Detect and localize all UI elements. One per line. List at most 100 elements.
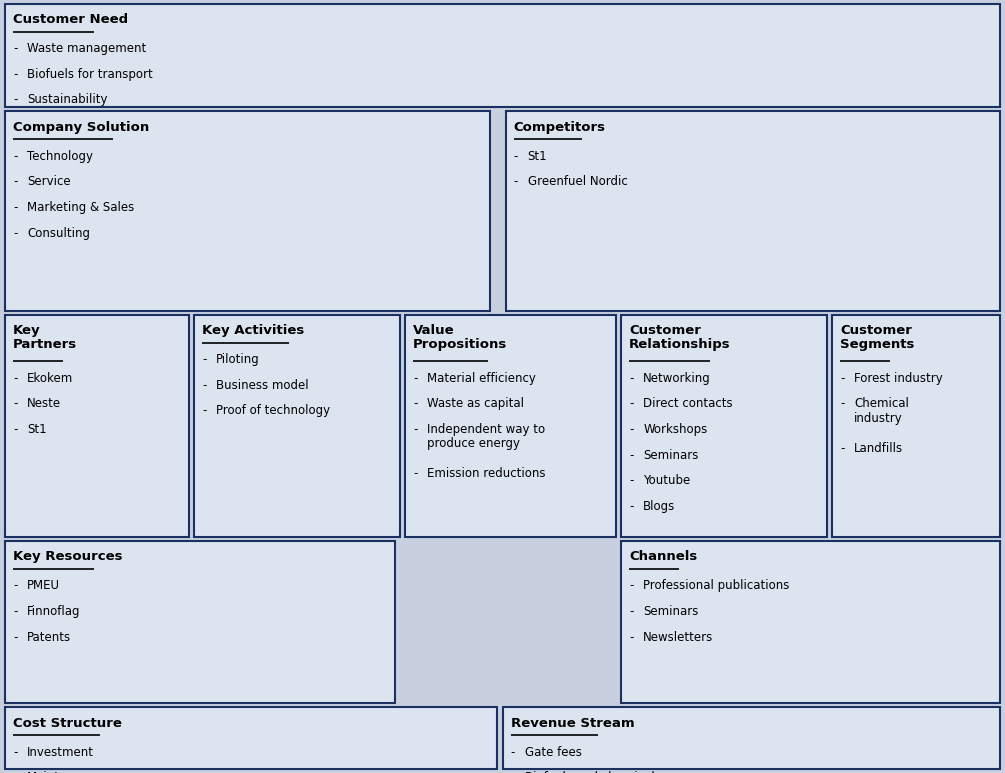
Text: -: - bbox=[13, 68, 17, 81]
Text: -: - bbox=[514, 149, 518, 162]
Text: Emission reductions: Emission reductions bbox=[427, 468, 546, 481]
Text: -: - bbox=[202, 404, 206, 417]
Text: -: - bbox=[511, 771, 515, 773]
Text: Forest industry: Forest industry bbox=[854, 372, 943, 384]
Text: Newsletters: Newsletters bbox=[643, 631, 714, 644]
Text: Waste management: Waste management bbox=[27, 42, 147, 55]
Text: -: - bbox=[629, 579, 633, 592]
FancyBboxPatch shape bbox=[5, 4, 1000, 107]
Text: -: - bbox=[13, 605, 17, 618]
Text: Value
Propositions: Value Propositions bbox=[413, 324, 508, 352]
Text: PMEU: PMEU bbox=[27, 579, 60, 592]
Text: -: - bbox=[13, 423, 17, 436]
FancyBboxPatch shape bbox=[405, 315, 616, 537]
Text: -: - bbox=[514, 175, 518, 189]
Text: Material efficiency: Material efficiency bbox=[427, 372, 536, 384]
Text: Independent way to
produce energy: Independent way to produce energy bbox=[427, 423, 546, 451]
Text: -: - bbox=[13, 94, 17, 107]
Text: Gate fees: Gate fees bbox=[525, 745, 582, 758]
Text: -: - bbox=[840, 372, 844, 384]
Text: -: - bbox=[629, 475, 633, 487]
Text: -: - bbox=[13, 149, 17, 162]
FancyBboxPatch shape bbox=[621, 541, 1000, 703]
Text: Key Resources: Key Resources bbox=[13, 550, 123, 564]
Text: Business model: Business model bbox=[216, 379, 309, 392]
Text: Customer
Relationships: Customer Relationships bbox=[629, 324, 731, 352]
Text: Company Solution: Company Solution bbox=[13, 121, 150, 134]
Text: Piloting: Piloting bbox=[216, 352, 260, 366]
Text: -: - bbox=[13, 397, 17, 410]
FancyBboxPatch shape bbox=[621, 315, 827, 537]
FancyBboxPatch shape bbox=[5, 111, 490, 311]
Text: -: - bbox=[413, 423, 417, 436]
FancyBboxPatch shape bbox=[194, 315, 400, 537]
Text: Direct contacts: Direct contacts bbox=[643, 397, 733, 410]
Text: -: - bbox=[13, 631, 17, 644]
Text: -: - bbox=[13, 226, 17, 240]
Text: -: - bbox=[413, 372, 417, 384]
FancyBboxPatch shape bbox=[5, 315, 189, 537]
Text: Customer Need: Customer Need bbox=[13, 13, 129, 26]
Text: Seminars: Seminars bbox=[643, 605, 698, 618]
Text: Waste as capital: Waste as capital bbox=[427, 397, 525, 410]
Text: -: - bbox=[629, 372, 633, 384]
Text: -: - bbox=[840, 441, 844, 455]
Text: St1: St1 bbox=[27, 423, 47, 436]
Text: Workshops: Workshops bbox=[643, 423, 708, 436]
Text: Networking: Networking bbox=[643, 372, 711, 384]
Text: -: - bbox=[13, 745, 17, 758]
Text: Customer
Segments: Customer Segments bbox=[840, 324, 915, 352]
Text: -: - bbox=[629, 500, 633, 513]
Text: Proof of technology: Proof of technology bbox=[216, 404, 331, 417]
Text: Key Activities: Key Activities bbox=[202, 324, 305, 337]
Text: Youtube: Youtube bbox=[643, 475, 690, 487]
Text: -: - bbox=[13, 175, 17, 189]
Text: -: - bbox=[511, 745, 515, 758]
Text: -: - bbox=[629, 423, 633, 436]
Text: Patents: Patents bbox=[27, 631, 71, 644]
Text: Seminars: Seminars bbox=[643, 448, 698, 461]
Text: Neste: Neste bbox=[27, 397, 61, 410]
Text: Professional publications: Professional publications bbox=[643, 579, 790, 592]
FancyBboxPatch shape bbox=[5, 541, 395, 703]
Text: Finnoflag: Finnoflag bbox=[27, 605, 80, 618]
Text: Blogs: Blogs bbox=[643, 500, 675, 513]
Text: Biofuels and chemicals: Biofuels and chemicals bbox=[525, 771, 660, 773]
Text: -: - bbox=[413, 397, 417, 410]
Text: Sustainability: Sustainability bbox=[27, 94, 108, 107]
Text: -: - bbox=[13, 579, 17, 592]
Text: Biofuels for transport: Biofuels for transport bbox=[27, 68, 153, 81]
Text: Competitors: Competitors bbox=[514, 121, 606, 134]
FancyBboxPatch shape bbox=[832, 315, 1000, 537]
Text: -: - bbox=[202, 379, 206, 392]
Text: Landfills: Landfills bbox=[854, 441, 903, 455]
Text: St1: St1 bbox=[528, 149, 548, 162]
Text: -: - bbox=[13, 42, 17, 55]
Text: -: - bbox=[13, 201, 17, 214]
Text: Consulting: Consulting bbox=[27, 226, 90, 240]
Text: Ekokem: Ekokem bbox=[27, 372, 73, 384]
Text: Revenue Stream: Revenue Stream bbox=[511, 717, 634, 730]
Text: Channels: Channels bbox=[629, 550, 697, 564]
Text: -: - bbox=[629, 397, 633, 410]
Text: -: - bbox=[413, 468, 417, 481]
Text: Chemical
industry: Chemical industry bbox=[854, 397, 910, 424]
FancyBboxPatch shape bbox=[502, 707, 1000, 769]
Text: Marketing & Sales: Marketing & Sales bbox=[27, 201, 135, 214]
FancyBboxPatch shape bbox=[5, 707, 497, 769]
Text: -: - bbox=[840, 397, 844, 410]
Text: Service: Service bbox=[27, 175, 70, 189]
Text: Key
Partners: Key Partners bbox=[13, 324, 77, 352]
Text: -: - bbox=[13, 771, 17, 773]
Text: Maintenance: Maintenance bbox=[27, 771, 104, 773]
Text: -: - bbox=[629, 448, 633, 461]
Text: -: - bbox=[629, 631, 633, 644]
Text: -: - bbox=[629, 605, 633, 618]
Text: -: - bbox=[13, 372, 17, 384]
Text: Technology: Technology bbox=[27, 149, 93, 162]
FancyBboxPatch shape bbox=[506, 111, 1000, 311]
Text: Investment: Investment bbox=[27, 745, 94, 758]
Text: Cost Structure: Cost Structure bbox=[13, 717, 122, 730]
Text: -: - bbox=[202, 352, 206, 366]
Text: Greenfuel Nordic: Greenfuel Nordic bbox=[528, 175, 627, 189]
